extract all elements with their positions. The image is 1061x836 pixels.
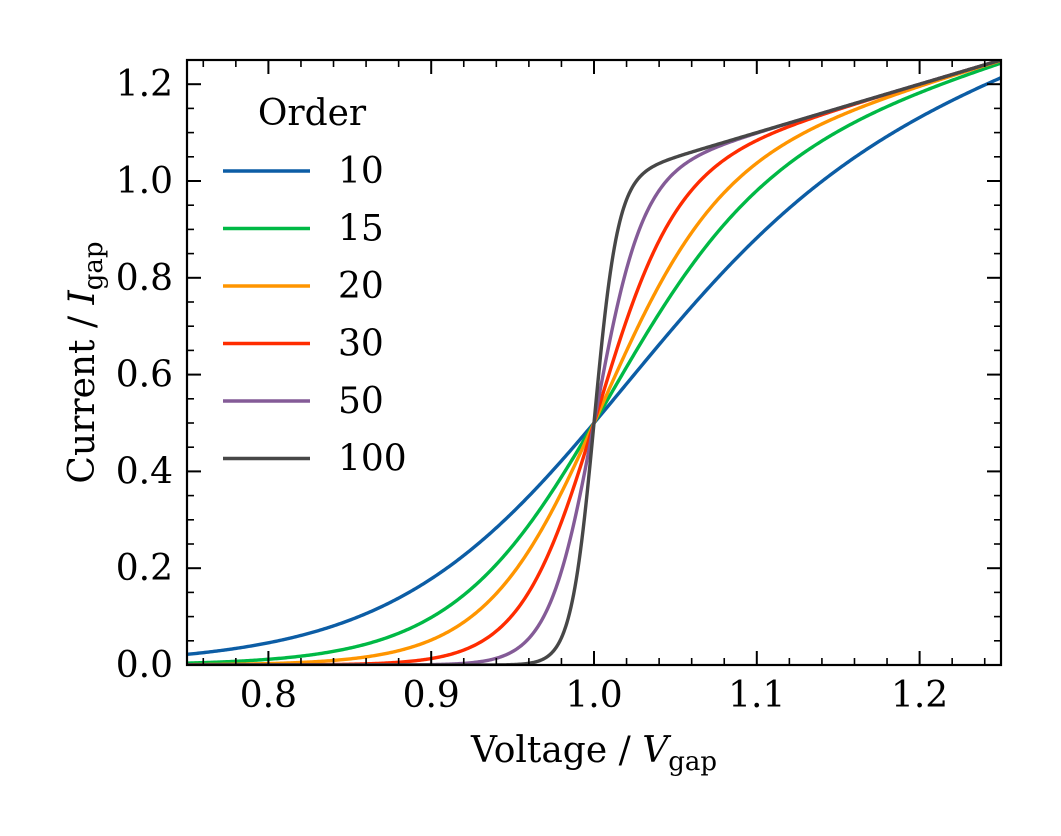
legend-title: Order [258, 93, 367, 134]
x-tick-label: 0.9 [403, 675, 460, 716]
y-tick-label: 0.2 [116, 548, 173, 589]
labels-layer: 0.8 0.9 1.0 1.1 1.2 0.0 0.2 0.4 0.6 0.8 1.0 1.2 Volt… [62, 64, 948, 777]
legend-label-20: 20 [338, 266, 384, 307]
x-tick-label: 1.1 [728, 675, 785, 716]
legend-label-15: 15 [338, 209, 384, 250]
legend: Order 10 15 20 30 50 100 [223, 93, 407, 480]
y-tick-label: 0.8 [116, 258, 173, 299]
y-tick-label: 1.2 [116, 64, 173, 105]
x-axis-label: Voltage / Vgap [470, 730, 717, 777]
plot-frame [185, 58, 1003, 667]
y-tick-label: 0.4 [116, 451, 173, 492]
x-tick-label: 1.2 [891, 675, 948, 716]
legend-label-30: 30 [338, 324, 384, 365]
series-line-100 [187, 60, 1001, 665]
x-tick-label: 0.8 [240, 675, 297, 716]
y-tick-label: 1.0 [116, 161, 173, 202]
x-tick-label: 1.0 [565, 675, 622, 716]
y-tick-label: 0.0 [116, 645, 173, 686]
legend-label-50: 50 [338, 381, 384, 422]
y-tick-label: 0.6 [116, 355, 173, 396]
legend-label-10: 10 [338, 151, 384, 192]
legend-label-100: 100 [338, 439, 407, 480]
y-axis-label: Current / Igap [62, 241, 109, 483]
